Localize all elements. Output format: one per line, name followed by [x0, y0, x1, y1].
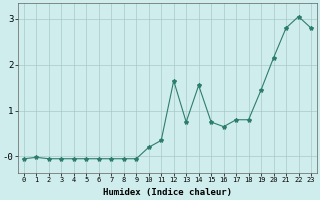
X-axis label: Humidex (Indice chaleur): Humidex (Indice chaleur): [103, 188, 232, 197]
